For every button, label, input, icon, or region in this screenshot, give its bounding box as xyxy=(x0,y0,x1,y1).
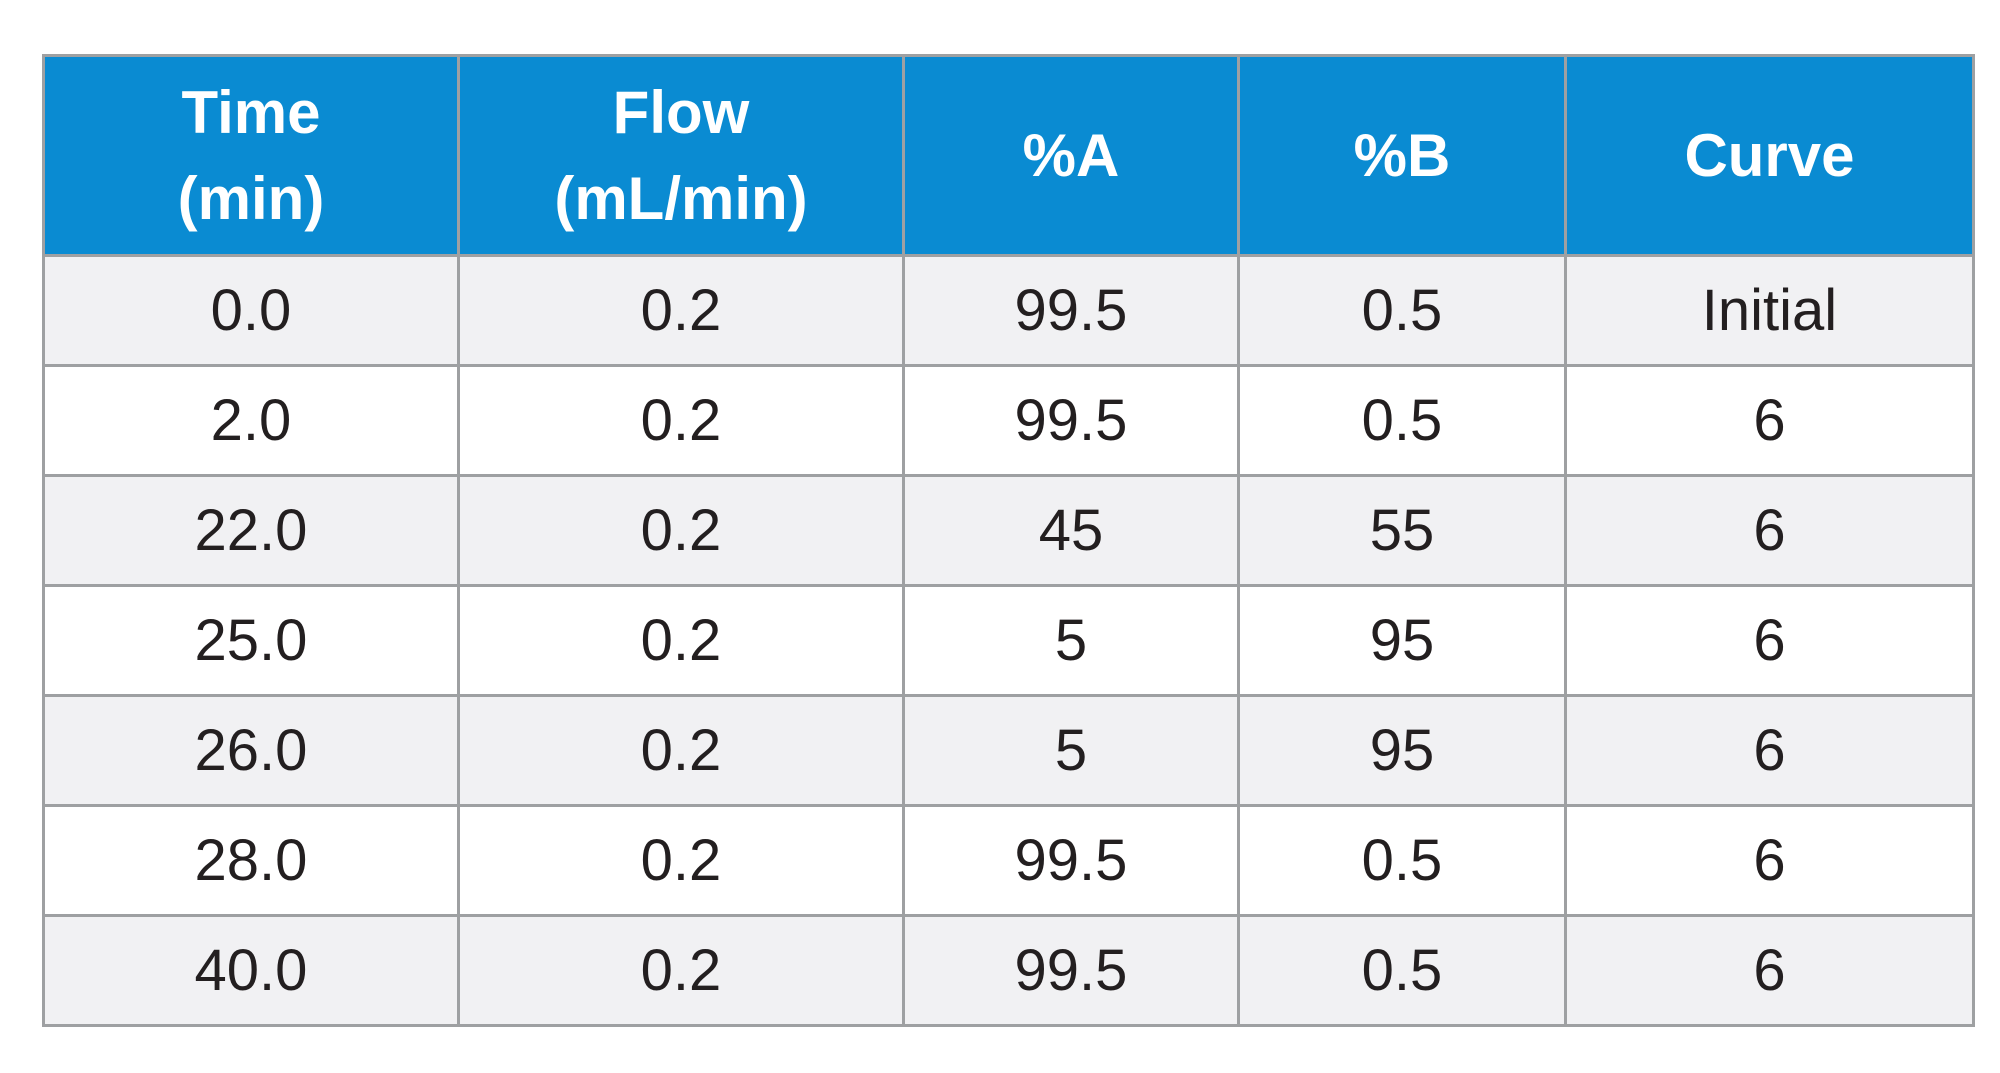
table-header: Time (min) Flow (mL/min) %A %B Curve xyxy=(42,54,1975,257)
table-body: 0.0 0.2 99.5 0.5 Initial 2.0 0.2 99.5 0.… xyxy=(42,254,1975,1027)
cell-percent-a: 99.5 xyxy=(902,364,1240,477)
cell-percent-a: 5 xyxy=(902,694,1240,807)
gradient-table: Time (min) Flow (mL/min) %A %B Curve 0.0… xyxy=(42,54,1975,1027)
table-row: 0.0 0.2 99.5 0.5 Initial xyxy=(42,254,1975,367)
cell-time: 2.0 xyxy=(42,364,460,477)
header-percent-a: %A xyxy=(902,54,1240,257)
cell-curve: 6 xyxy=(1564,584,1975,697)
cell-time: 26.0 xyxy=(42,694,460,807)
header-time-label: Time xyxy=(181,78,321,146)
header-curve: Curve xyxy=(1564,54,1975,257)
cell-flow: 0.2 xyxy=(457,914,905,1027)
header-row: Time (min) Flow (mL/min) %A %B Curve xyxy=(42,54,1975,257)
table-row: 22.0 0.2 45 55 6 xyxy=(42,474,1975,587)
cell-flow: 0.2 xyxy=(457,694,905,807)
header-time: Time (min) xyxy=(42,54,460,257)
cell-flow: 0.2 xyxy=(457,254,905,367)
cell-curve: 6 xyxy=(1564,804,1975,917)
cell-percent-a: 99.5 xyxy=(902,914,1240,1027)
cell-flow: 0.2 xyxy=(457,364,905,477)
cell-percent-a: 99.5 xyxy=(902,804,1240,917)
table-row: 28.0 0.2 99.5 0.5 6 xyxy=(42,804,1975,917)
cell-curve: 6 xyxy=(1564,474,1975,587)
header-flow: Flow (mL/min) xyxy=(457,54,905,257)
cell-flow: 0.2 xyxy=(457,804,905,917)
cell-percent-b: 55 xyxy=(1237,474,1567,587)
cell-curve: 6 xyxy=(1564,364,1975,477)
header-percent-a-label: %A xyxy=(1022,121,1120,189)
cell-percent-b: 0.5 xyxy=(1237,254,1567,367)
header-percent-b-label: %B xyxy=(1353,121,1451,189)
cell-flow: 0.2 xyxy=(457,584,905,697)
cell-percent-a: 99.5 xyxy=(902,254,1240,367)
cell-time: 25.0 xyxy=(42,584,460,697)
cell-curve: 6 xyxy=(1564,914,1975,1027)
table-row: 25.0 0.2 5 95 6 xyxy=(42,584,1975,697)
cell-percent-a: 5 xyxy=(902,584,1240,697)
cell-flow: 0.2 xyxy=(457,474,905,587)
header-flow-unit: (mL/min) xyxy=(554,164,808,232)
header-curve-label: Curve xyxy=(1684,121,1855,189)
cell-curve: 6 xyxy=(1564,694,1975,807)
header-time-unit: (min) xyxy=(177,164,325,232)
cell-percent-b: 95 xyxy=(1237,694,1567,807)
table-row: 26.0 0.2 5 95 6 xyxy=(42,694,1975,807)
cell-time: 0.0 xyxy=(42,254,460,367)
cell-curve: Initial xyxy=(1564,254,1975,367)
cell-time: 22.0 xyxy=(42,474,460,587)
table-row: 40.0 0.2 99.5 0.5 6 xyxy=(42,914,1975,1027)
cell-time: 40.0 xyxy=(42,914,460,1027)
cell-time: 28.0 xyxy=(42,804,460,917)
cell-percent-b: 95 xyxy=(1237,584,1567,697)
cell-percent-a: 45 xyxy=(902,474,1240,587)
table-row: 2.0 0.2 99.5 0.5 6 xyxy=(42,364,1975,477)
header-percent-b: %B xyxy=(1237,54,1567,257)
cell-percent-b: 0.5 xyxy=(1237,914,1567,1027)
header-flow-label: Flow xyxy=(612,78,750,146)
cell-percent-b: 0.5 xyxy=(1237,804,1567,917)
cell-percent-b: 0.5 xyxy=(1237,364,1567,477)
